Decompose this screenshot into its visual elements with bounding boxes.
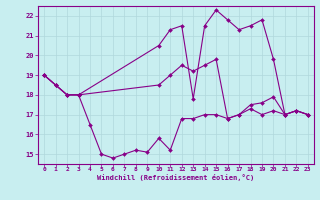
X-axis label: Windchill (Refroidissement éolien,°C): Windchill (Refroidissement éolien,°C) — [97, 174, 255, 181]
